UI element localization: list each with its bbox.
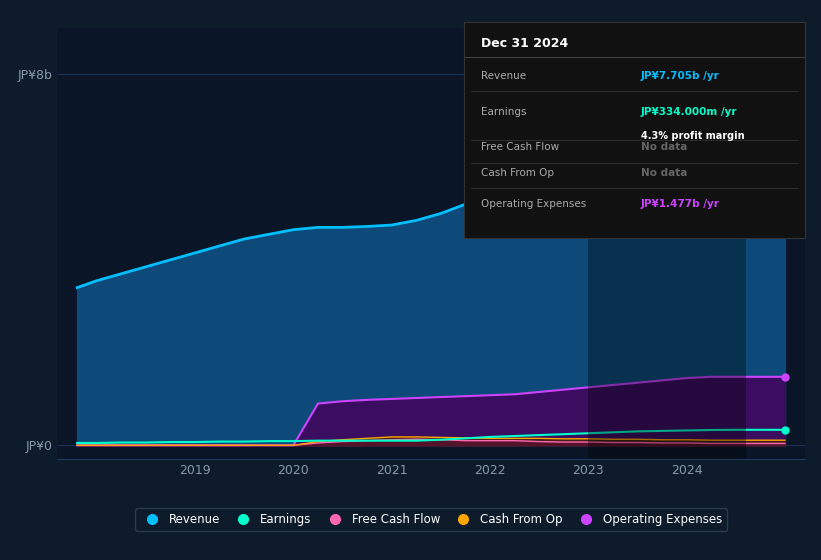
- Text: Revenue: Revenue: [481, 71, 526, 81]
- Legend: Revenue, Earnings, Free Cash Flow, Cash From Op, Operating Expenses: Revenue, Earnings, Free Cash Flow, Cash …: [135, 508, 727, 531]
- Text: No data: No data: [641, 142, 687, 152]
- Text: Cash From Op: Cash From Op: [481, 169, 554, 178]
- Text: Free Cash Flow: Free Cash Flow: [481, 142, 559, 152]
- Text: 4.3% profit margin: 4.3% profit margin: [641, 130, 745, 141]
- Text: JP¥334.000m /yr: JP¥334.000m /yr: [641, 107, 737, 117]
- Text: JP¥7.705b /yr: JP¥7.705b /yr: [641, 71, 720, 81]
- Text: Earnings: Earnings: [481, 107, 526, 117]
- Text: JP¥1.477b /yr: JP¥1.477b /yr: [641, 198, 720, 208]
- Text: Dec 31 2024: Dec 31 2024: [481, 38, 568, 50]
- Bar: [589, 28, 745, 459]
- Text: No data: No data: [641, 169, 687, 178]
- Text: Operating Expenses: Operating Expenses: [481, 198, 586, 208]
